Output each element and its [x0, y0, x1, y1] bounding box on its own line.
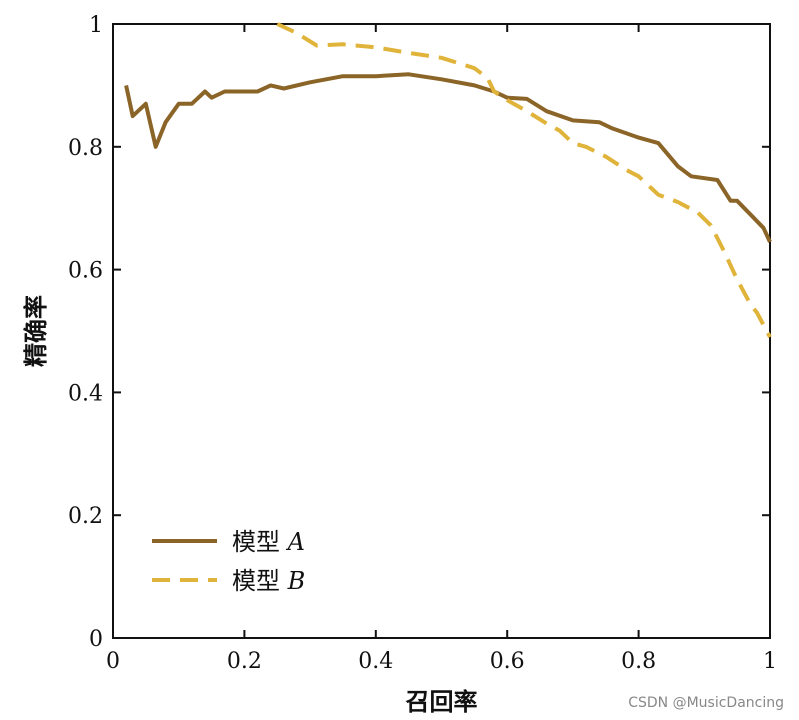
legend: 模型 A模型 B	[152, 528, 305, 595]
x-tick-label: 0.8	[621, 649, 656, 674]
x-axis: 0 0.2 0.4 0.6 0.8 1	[106, 24, 777, 674]
y-tick-label: 0.6	[68, 259, 103, 284]
series-line-a	[124, 72, 772, 243]
legend-label-b: 模型 B	[232, 567, 305, 595]
watermark-text: CSDN @MusicDancing	[628, 695, 784, 711]
y-tick-label: 0	[89, 627, 103, 652]
x-tick-label: 0	[106, 649, 120, 674]
x-tick-label: 0.4	[358, 649, 393, 674]
plot-frame	[112, 23, 771, 639]
series-layer	[124, 22, 772, 339]
series-line-b	[276, 22, 772, 339]
legend-label-prefix: 模型	[232, 567, 288, 595]
x-tick-label: 1	[763, 649, 777, 674]
y-axis-title: 精确率	[22, 295, 50, 367]
x-tick-label: 0.6	[490, 649, 525, 674]
x-tick-label: 0.2	[227, 649, 262, 674]
x-axis-title: 召回率	[405, 688, 478, 716]
legend-label-suffix: A	[286, 528, 305, 556]
y-tick-label: 0.4	[68, 381, 103, 406]
legend-label-prefix: 模型	[232, 528, 288, 556]
legend-label-suffix: B	[287, 567, 306, 595]
y-tick-label: 1	[89, 13, 103, 38]
legend-label-a: 模型 A	[232, 528, 305, 556]
y-tick-label: 0.2	[68, 504, 103, 529]
y-tick-label: 0.8	[68, 136, 103, 161]
y-axis: 0 0.2 0.4 0.6 0.8 1	[68, 13, 770, 652]
